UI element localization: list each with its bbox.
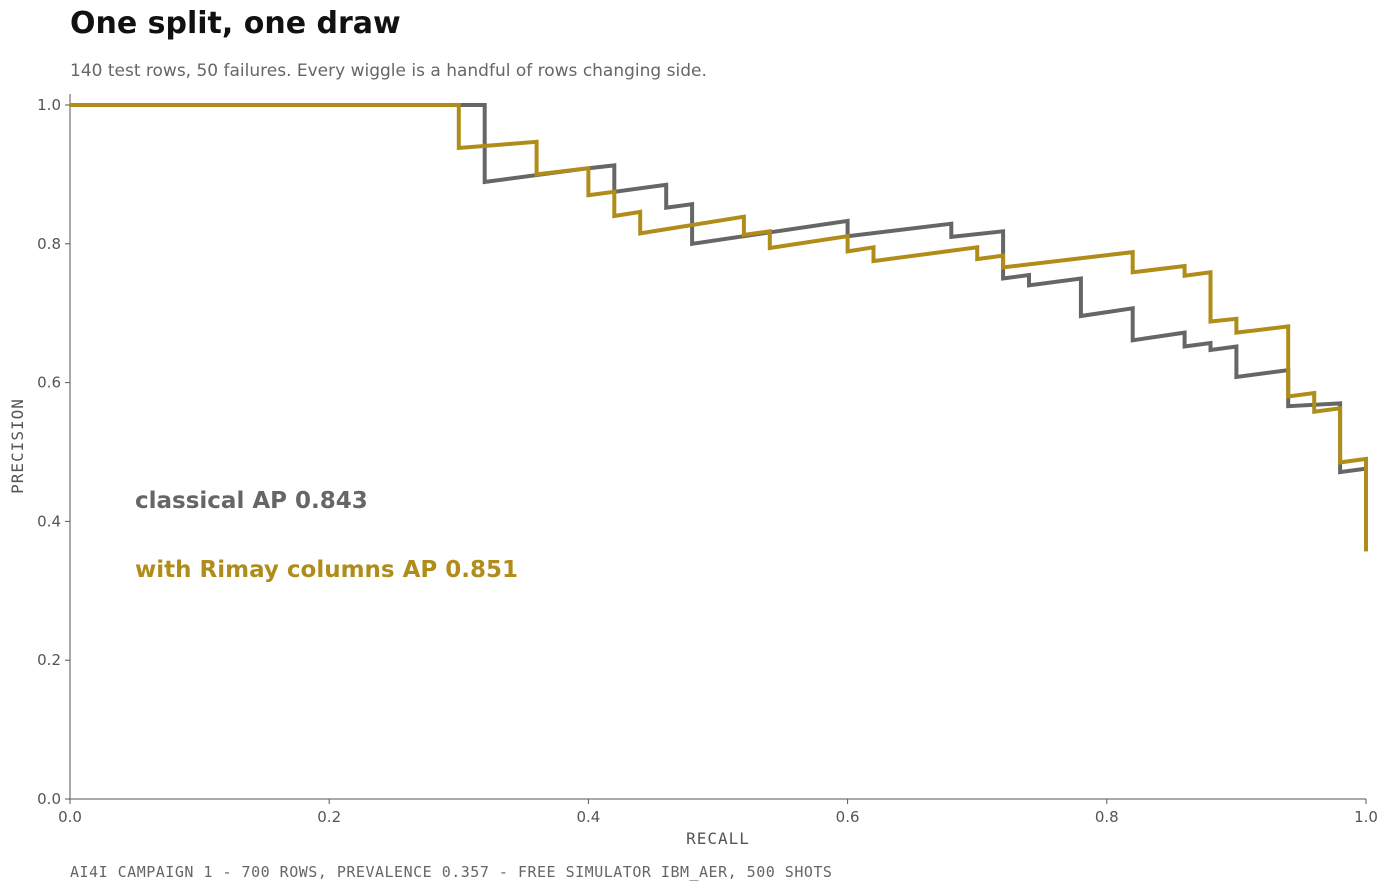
y-tick-label: 0.4 <box>37 512 61 530</box>
y-tick-label: 0.6 <box>37 374 61 392</box>
y-ticks: 0.0 0.2 0.4 0.6 0.8 1.0 <box>37 96 70 808</box>
y-tick-label: 0.0 <box>37 790 61 808</box>
chart-subtitle: 140 test rows, 50 failures. Every wiggle… <box>70 61 707 81</box>
series-annotation-classical: classical AP 0.843 <box>135 488 368 514</box>
y-tick-label: 0.8 <box>37 235 61 253</box>
x-tick-label: 0.8 <box>1095 808 1119 826</box>
y-tick-label: 0.2 <box>37 651 61 669</box>
chart-title: One split, one draw <box>70 6 401 41</box>
x-tick-label: 0.6 <box>836 808 860 826</box>
x-axis-label: RECALL <box>686 829 750 848</box>
x-tick-label: 0.4 <box>576 808 600 826</box>
x-tick-label: 0.2 <box>317 808 341 826</box>
y-axis-label: PRECISION <box>8 398 27 494</box>
series-annotation-rimay: with Rimay columns AP 0.851 <box>135 557 518 583</box>
x-tick-label: 1.0 <box>1354 808 1378 826</box>
chart-footer: AI4I CAMPAIGN 1 - 700 ROWS, PREVALENCE 0… <box>70 863 832 881</box>
series-line-classical <box>70 103 1368 552</box>
x-tick-label: 0.0 <box>58 808 82 826</box>
y-tick-label: 1.0 <box>37 96 61 114</box>
x-ticks: 0.0 0.2 0.4 0.6 0.8 1.0 <box>58 799 1378 826</box>
series-line-rimay <box>70 103 1368 552</box>
series-lines <box>70 103 1368 552</box>
